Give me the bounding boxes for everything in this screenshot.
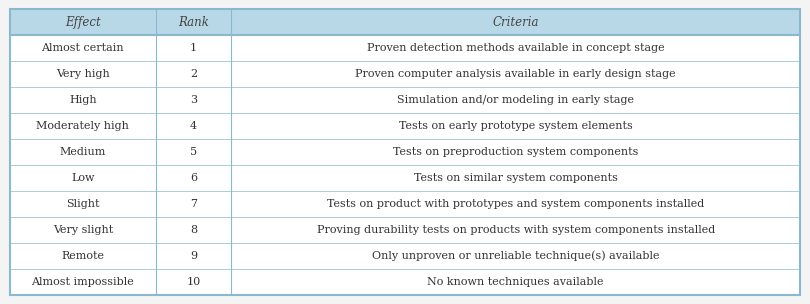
- Text: 7: 7: [190, 199, 197, 209]
- Text: Remote: Remote: [62, 251, 104, 261]
- Bar: [10, 9, 800, 35]
- Text: Tests on early prototype system elements: Tests on early prototype system elements: [399, 121, 633, 131]
- Text: Tests on product with prototypes and system components installed: Tests on product with prototypes and sys…: [327, 199, 705, 209]
- Text: 9: 9: [190, 251, 197, 261]
- Text: High: High: [69, 95, 96, 105]
- Text: 3: 3: [190, 95, 197, 105]
- Text: 6: 6: [190, 173, 197, 183]
- Text: No known techniques available: No known techniques available: [428, 277, 604, 287]
- Text: Effect: Effect: [65, 16, 100, 29]
- Text: Very high: Very high: [56, 69, 109, 79]
- Text: Tests on similar system components: Tests on similar system components: [414, 173, 617, 183]
- Text: Moderately high: Moderately high: [36, 121, 130, 131]
- Text: Medium: Medium: [60, 147, 106, 157]
- Text: Criteria: Criteria: [492, 16, 539, 29]
- Text: 5: 5: [190, 147, 197, 157]
- Text: Only unproven or unreliable technique(s) available: Only unproven or unreliable technique(s)…: [372, 250, 659, 261]
- Text: Almost certain: Almost certain: [41, 43, 124, 53]
- Text: Very slight: Very slight: [53, 225, 113, 235]
- Text: Proving durability tests on products with system components installed: Proving durability tests on products wit…: [317, 225, 714, 235]
- Text: 10: 10: [186, 277, 201, 287]
- Text: 8: 8: [190, 225, 197, 235]
- Text: 4: 4: [190, 121, 197, 131]
- Text: Slight: Slight: [66, 199, 100, 209]
- Text: Simulation and/or modeling in early stage: Simulation and/or modeling in early stag…: [397, 95, 634, 105]
- Text: Almost impossible: Almost impossible: [32, 277, 134, 287]
- Text: Rank: Rank: [178, 16, 209, 29]
- Text: Tests on preproduction system components: Tests on preproduction system components: [393, 147, 638, 157]
- Text: 2: 2: [190, 69, 197, 79]
- Text: Low: Low: [71, 173, 95, 183]
- Text: Proven detection methods available in concept stage: Proven detection methods available in co…: [367, 43, 664, 53]
- Text: 1: 1: [190, 43, 197, 53]
- Text: Proven computer analysis available in early design stage: Proven computer analysis available in ea…: [356, 69, 676, 79]
